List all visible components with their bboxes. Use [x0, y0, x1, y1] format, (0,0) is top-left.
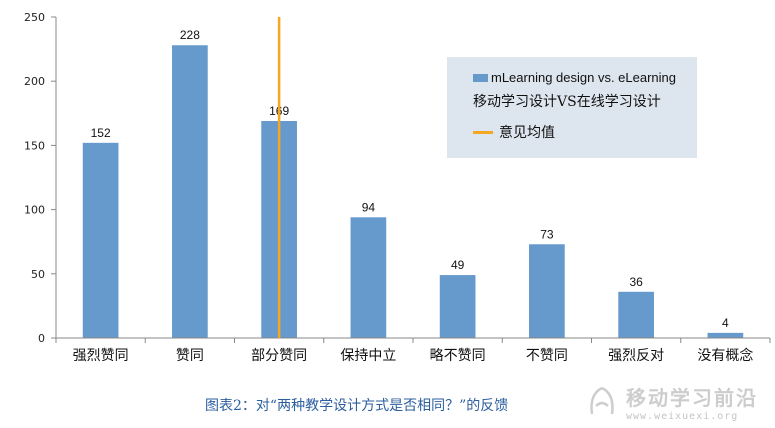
bar — [439, 275, 476, 338]
data-label: 228 — [180, 28, 200, 42]
bar — [350, 217, 387, 338]
x-category-label: 赞同 — [176, 348, 204, 364]
x-category-label: 强烈反对 — [608, 348, 664, 364]
legend: mLearning design vs. eLearning 移动学习设计VS在… — [447, 57, 697, 158]
y-tick-label: 250 — [24, 11, 45, 24]
x-category-label: 保持中立 — [340, 348, 396, 364]
y-tick-label: 200 — [24, 75, 45, 88]
legend-series-label: mLearning design vs. eLearning — [491, 70, 677, 85]
data-label: 152 — [91, 126, 111, 140]
legend-item-mean: 意见均值 — [473, 122, 555, 142]
figure-caption: 图表2：对“两种教学设计方式是否相同？”的反馈 — [205, 398, 509, 414]
watermark-url: www.weixuexi.org — [626, 411, 739, 422]
legend-mean-label: 意见均值 — [499, 125, 555, 141]
x-category-label: 没有概念 — [697, 347, 753, 364]
legend-line-swatch — [473, 130, 493, 134]
bar — [82, 142, 119, 338]
bar — [529, 244, 565, 338]
x-category-label: 略不赞同 — [430, 348, 486, 364]
y-tick-label: 0 — [38, 332, 45, 345]
data-label: 4 — [722, 316, 729, 330]
data-label: 73 — [540, 227, 554, 241]
data-labels: 152228169944973364 — [91, 28, 729, 330]
legend-series-label-cn: 移动学习设计VS在线学习设计 — [473, 94, 661, 110]
data-label: 49 — [451, 258, 465, 272]
x-category-label: 不赞同 — [526, 348, 568, 364]
data-label: 94 — [362, 200, 376, 214]
x-category-label: 部分赞同 — [251, 348, 307, 364]
bar — [618, 291, 654, 338]
y-axis: 0 50 100 150 200 250 — [24, 11, 57, 345]
x-category-label: 强烈赞同 — [73, 348, 129, 364]
legend-item-series: mLearning design vs. eLearning — [473, 70, 676, 85]
data-label: 36 — [629, 275, 643, 289]
legend-bar-swatch — [473, 73, 488, 82]
y-tick-label: 100 — [24, 204, 45, 217]
y-tick-label: 150 — [24, 139, 45, 152]
bar — [172, 45, 208, 339]
bar — [707, 332, 744, 338]
x-axis: 强烈赞同 赞同 部分赞同 保持中立 略不赞同 不赞同 强烈反对 没有概念 — [55, 337, 771, 364]
y-tick-label: 50 — [31, 268, 45, 281]
